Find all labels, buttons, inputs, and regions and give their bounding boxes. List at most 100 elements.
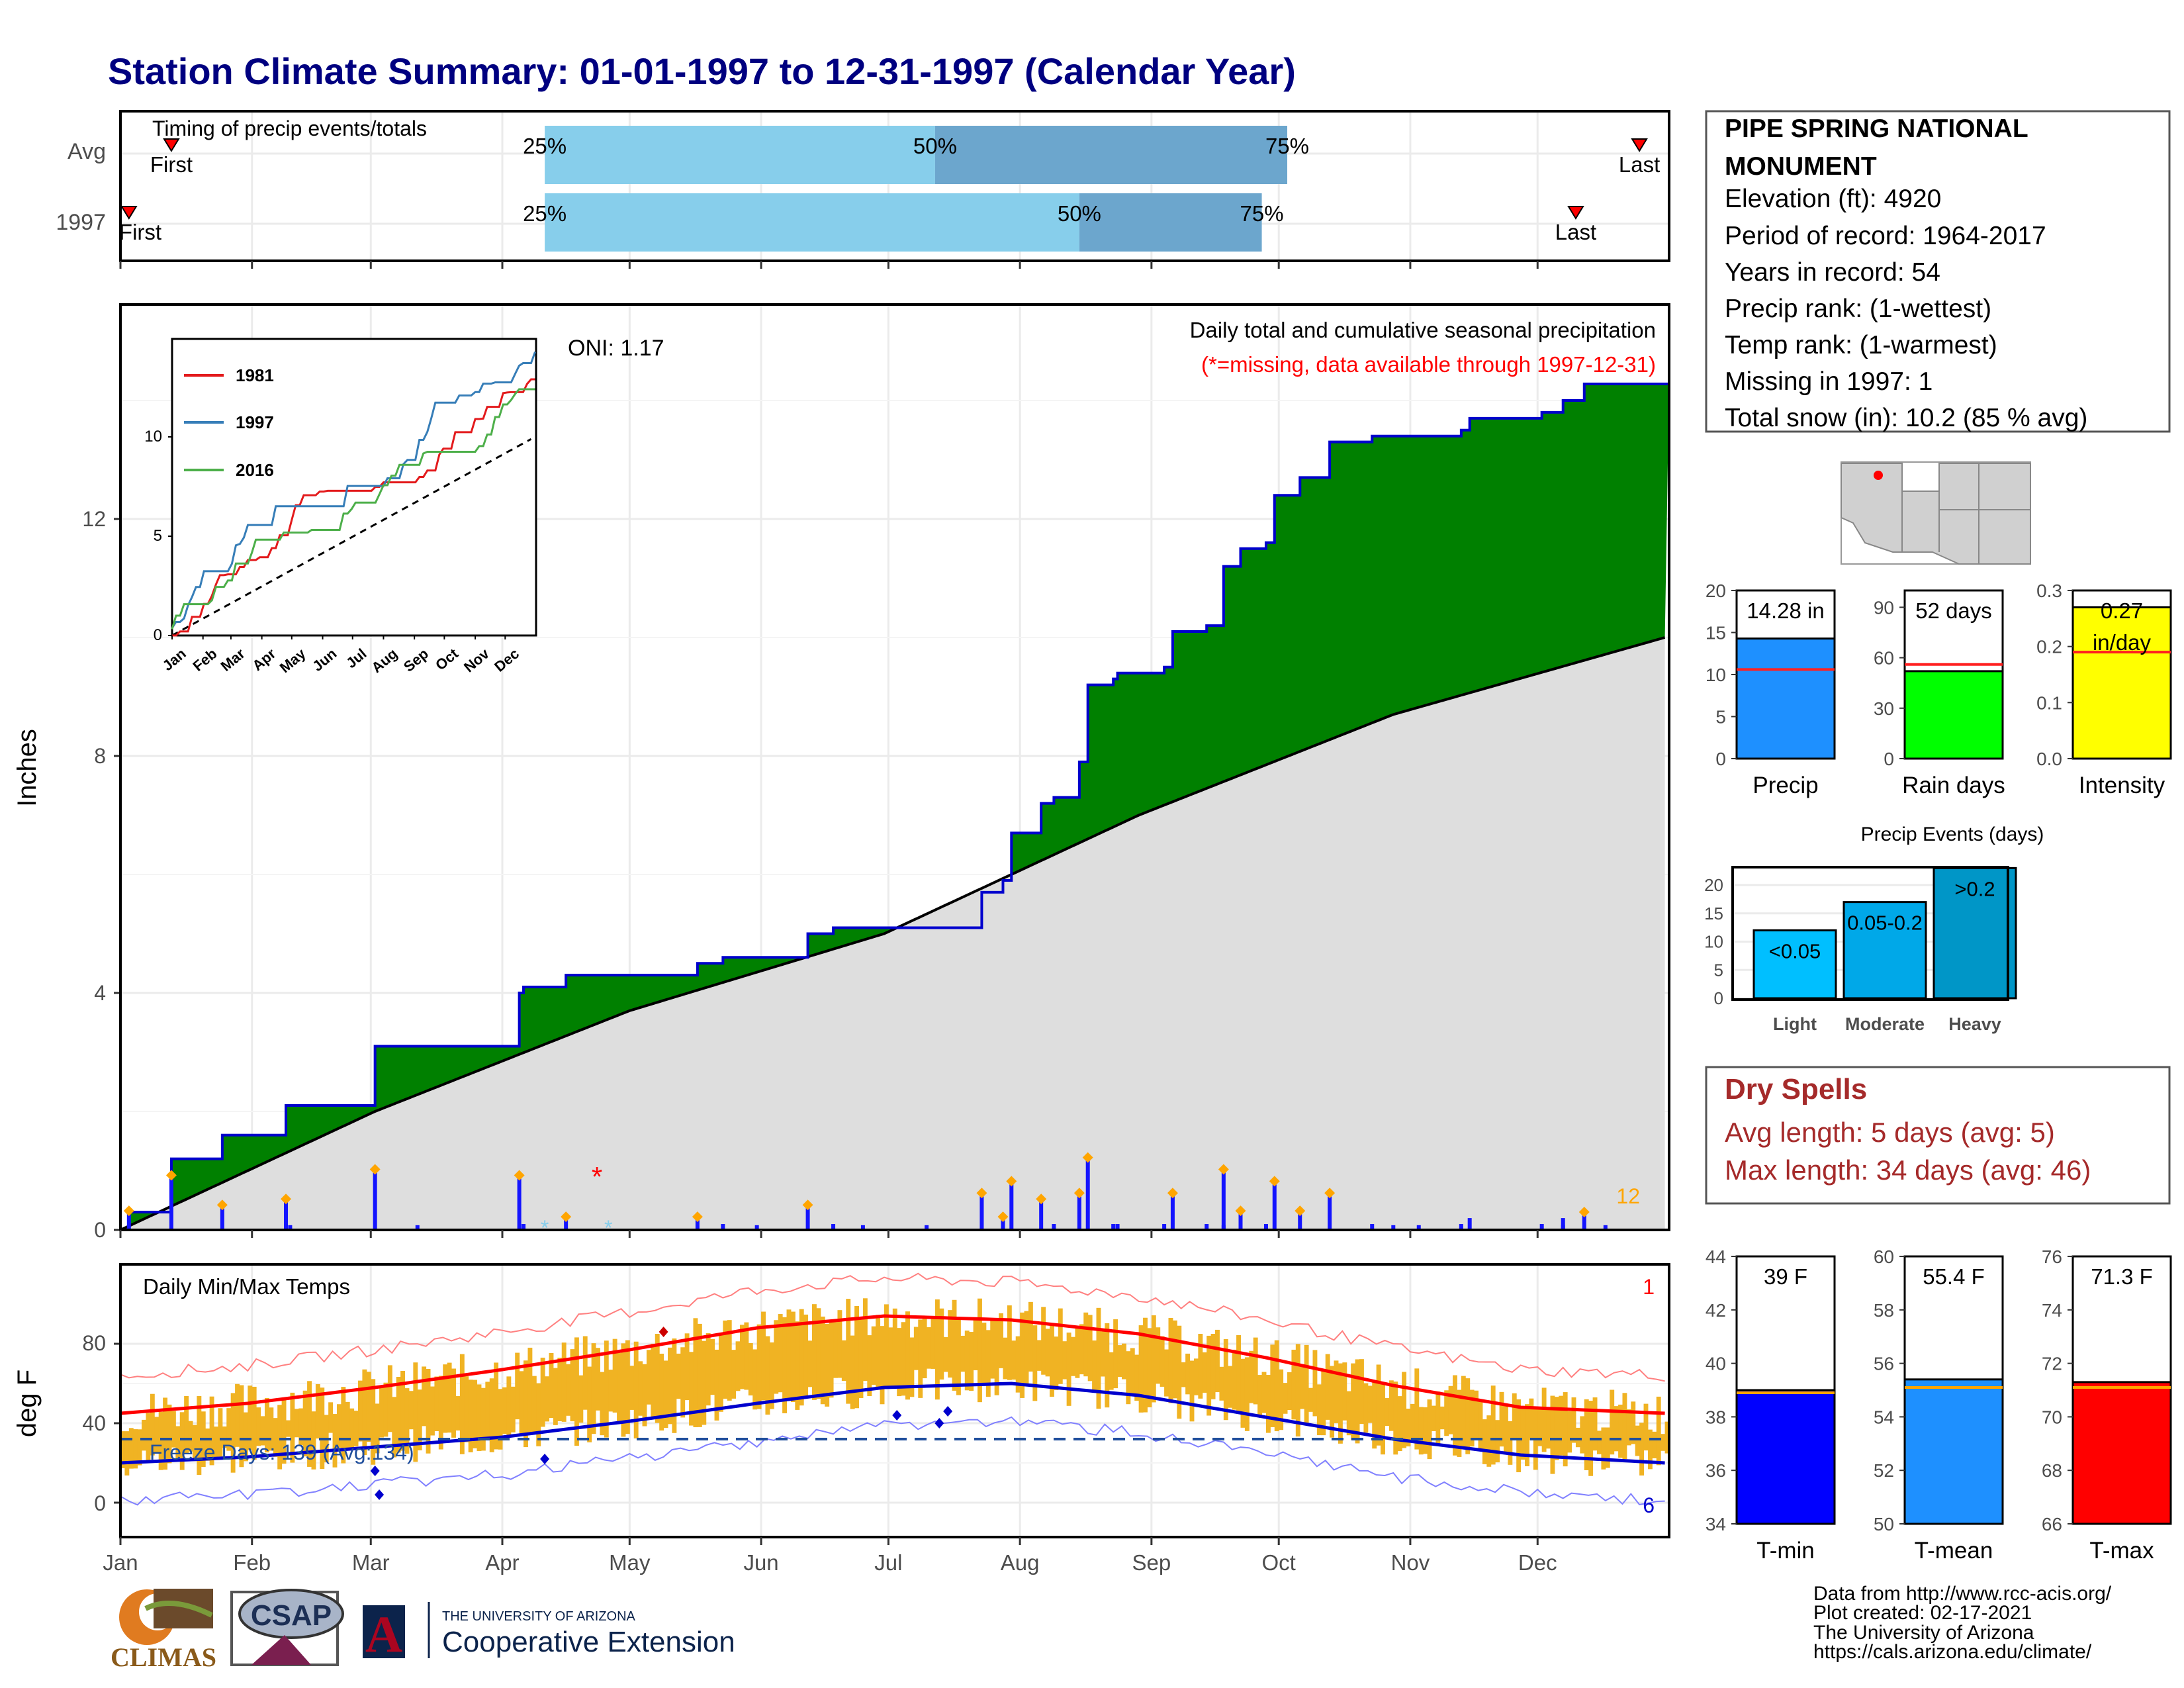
month-label-nov: Nov: [1391, 1550, 1430, 1575]
daily-temp-bar: [604, 1340, 609, 1438]
month-label-feb: Feb: [233, 1550, 271, 1575]
daily-temp-bar: [960, 1335, 966, 1372]
daily-temp-bar: [981, 1323, 987, 1383]
precip-summary-tick: 10: [1706, 665, 1726, 685]
tmin-summary-tick: 36: [1706, 1460, 1726, 1481]
tmean-summary-value-label: 55.4 F: [1923, 1264, 1985, 1289]
daily-temp-bar: [349, 1408, 355, 1450]
tmin-summary-value-label: 39 F: [1764, 1264, 1807, 1289]
daily-temp-bar: [680, 1347, 686, 1418]
daily-temp-bar: [1363, 1383, 1369, 1433]
daily-temp-bar: [854, 1305, 860, 1409]
daily-temp-bar: [298, 1408, 304, 1445]
daily-temp-bar: [158, 1411, 163, 1470]
daily-temp-bar: [311, 1411, 316, 1470]
daily-temp-bar: [1486, 1415, 1492, 1467]
daily-precip-bar: [1298, 1212, 1302, 1230]
daily-temp-bar: [480, 1387, 486, 1451]
daily-temp-bar: [1601, 1427, 1606, 1470]
daily-temp-bar: [659, 1353, 664, 1431]
temp-panel-title: Daily Min/Max Temps: [143, 1274, 350, 1299]
timing-bar-25-50: [545, 193, 1079, 252]
daily-temp-bar: [128, 1428, 134, 1469]
timing-title: Timing of precip events/totals: [152, 117, 427, 140]
daily-temp-bar: [1418, 1407, 1424, 1455]
station-name-1: PIPE SPRING NATIONAL: [1725, 115, 2028, 143]
daily-temp-bar: [1334, 1360, 1339, 1423]
daily-temp-bar: [934, 1299, 940, 1400]
daily-temp-bar: [625, 1340, 630, 1434]
daily-temp-bar: [1156, 1327, 1161, 1384]
cumulative-precip-area: [120, 383, 1669, 1231]
daily-temp-bar: [1376, 1364, 1381, 1446]
daily-temp-bar: [332, 1414, 338, 1468]
dry-spells-frame: [1705, 1066, 2171, 1205]
daily-temp-bar: [345, 1401, 350, 1450]
daily-temp-bar: [1359, 1359, 1364, 1424]
tmin-summary-tick: 38: [1706, 1407, 1726, 1427]
daily-temp-bar: [727, 1320, 732, 1401]
last-label: Last: [1555, 220, 1596, 244]
daily-precip-bar: [288, 1225, 293, 1230]
daily-temp-bar: [1304, 1344, 1309, 1425]
month-label-dec: Dec: [1518, 1550, 1557, 1575]
daily-temp-bar: [137, 1429, 142, 1466]
daily-temp-bar: [438, 1376, 443, 1450]
daily-precip-bar: [1162, 1224, 1167, 1230]
daily-temp-bar: [400, 1370, 406, 1451]
daily-temp-bar: [1295, 1344, 1300, 1437]
daily-temp-bar: [1503, 1404, 1508, 1452]
heavy-event-marker: [123, 1205, 134, 1217]
daily-precip-bar: [1115, 1224, 1120, 1230]
ua-big-text: Cooperative Extension: [442, 1626, 735, 1658]
daily-temp-bar: [1274, 1340, 1279, 1432]
heavy-event-marker: [281, 1194, 292, 1205]
daily-temp-bar: [1516, 1399, 1522, 1473]
daily-temp-bar: [1643, 1403, 1649, 1451]
daily-temp-bar: [515, 1352, 520, 1420]
daily-temp-bar: [718, 1334, 723, 1412]
daily-temp-bar: [1130, 1348, 1135, 1395]
intensity-summary-tick: 0.1: [2036, 692, 2062, 713]
inset-month-mar: Mar: [218, 645, 248, 675]
tmin-summary-tick: 34: [1706, 1514, 1726, 1534]
daily-temp-bar: [646, 1350, 651, 1405]
daily-temp-bar: [803, 1314, 809, 1397]
daily-temp-bar: [811, 1304, 817, 1400]
daily-temp-bar: [816, 1308, 821, 1399]
daily-temp-bar: [506, 1376, 512, 1436]
daily-temp-bar: [1041, 1307, 1046, 1375]
footer-line-4: https://cals.arizona.edu/climate/: [1813, 1641, 2092, 1663]
temp-summary-bars: 39 F 34 36 38 40 42 44 T-min 55.4 F 50 52 54 56 58 60 T…: [1706, 1246, 2172, 1564]
precip-panel: * * Inches 0 4 8 12 ONI: 1.17 Daily total…: [13, 303, 1670, 1242]
daily-temp-bar: [1202, 1352, 1207, 1393]
daily-temp-bar: [1635, 1425, 1640, 1456]
daily-temp-bar: [473, 1380, 478, 1448]
daily-temp-bar: [523, 1360, 528, 1448]
daily-temp-bar: [1265, 1375, 1271, 1433]
tmin-summary-bar: [1735, 1389, 1836, 1525]
daily-temp-bar: [264, 1397, 269, 1453]
daily-temp-bar: [901, 1322, 906, 1396]
timing-p75-label: 75%: [1240, 201, 1284, 226]
tmax-summary-value-label: 71.3 F: [2091, 1264, 2153, 1289]
events-bar-label: 0.05-0.2: [1847, 912, 1923, 935]
daily-temp-bar: [735, 1341, 741, 1391]
ua-small-text: THE UNIVERSITY OF ARIZONA: [442, 1609, 636, 1624]
normal-precip-line: [120, 636, 1666, 1231]
daily-temp-bar: [443, 1364, 448, 1433]
month-label-mar: Mar: [352, 1550, 390, 1575]
daily-temp-bar: [1075, 1327, 1080, 1378]
daily-temp-bar: [561, 1342, 567, 1422]
daily-temp-bar: [557, 1358, 563, 1422]
daily-temp-bar: [336, 1404, 341, 1448]
daily-temp-bar: [655, 1334, 660, 1423]
inset-month-nov: Nov: [461, 645, 492, 675]
daily-temp-bar: [1253, 1337, 1258, 1405]
daily-temp-bar: [1482, 1419, 1487, 1464]
daily-temp-bar: [1546, 1409, 1551, 1449]
daily-temp-bar: [799, 1309, 804, 1406]
daily-temp-bar: [1448, 1385, 1453, 1434]
daily-temp-bar: [1045, 1329, 1050, 1377]
inset-month-apr: Apr: [249, 645, 279, 674]
